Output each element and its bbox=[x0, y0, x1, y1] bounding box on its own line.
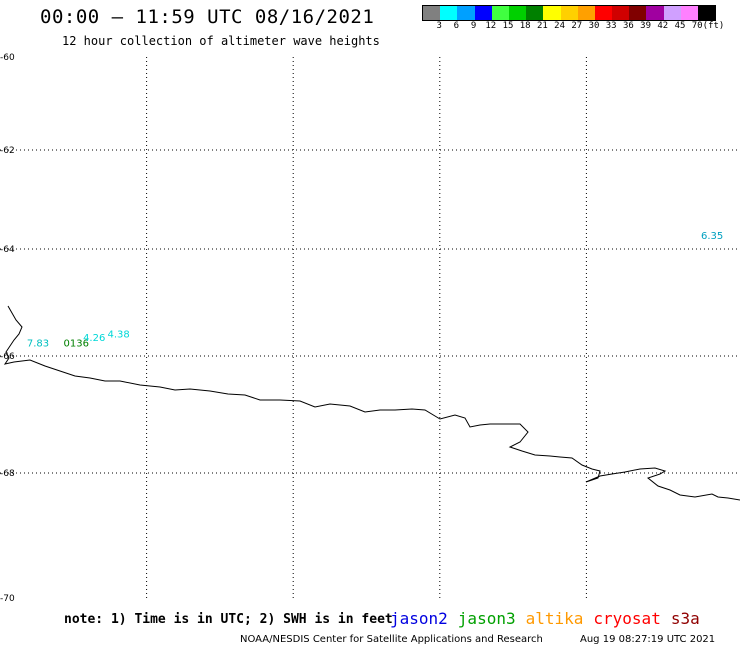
colorbar-swatch bbox=[629, 6, 647, 20]
colorbar-label: (ft) bbox=[702, 21, 725, 31]
colorbar-label: 39 bbox=[640, 21, 652, 31]
graticule bbox=[0, 57, 740, 598]
colorbar-label: 3 bbox=[436, 21, 442, 31]
wave-height-colorbar bbox=[422, 5, 717, 21]
colorbar-swatch bbox=[474, 6, 492, 20]
colorbar-swatch bbox=[440, 6, 458, 20]
satellite-legend-item: altika bbox=[525, 609, 584, 628]
colorbar-swatch bbox=[526, 6, 544, 20]
wave-height-label: 4.26 bbox=[83, 333, 105, 344]
wave-height-map: 135138141144147150-60-62-64-66-68-70 7.8… bbox=[0, 53, 740, 604]
colorbar-swatch bbox=[663, 6, 681, 20]
map-title: 00:00 – 11:59 UTC 08/16/2021 bbox=[40, 6, 375, 28]
map-subtitle: 12 hour collection of altimeter wave hei… bbox=[62, 34, 380, 48]
colorbar-label: 33 bbox=[605, 21, 617, 31]
colorbar-label: 42 bbox=[657, 21, 669, 31]
generation-timestamp: Aug 19 08:27:19 UTC 2021 bbox=[580, 634, 716, 645]
colorbar-swatch bbox=[698, 6, 716, 20]
colorbar-label: 15 bbox=[502, 21, 514, 31]
colorbar-label: 12 bbox=[485, 21, 497, 31]
colorbar-swatch bbox=[423, 6, 441, 20]
wave-height-label: 4.38 bbox=[108, 329, 130, 340]
colorbar-label: 24 bbox=[554, 21, 566, 31]
colorbar-label: 36 bbox=[622, 21, 634, 31]
satellite-legend-item: jason3 bbox=[457, 609, 516, 628]
colorbar-swatch bbox=[646, 6, 664, 20]
latitude-tick-label: -64 bbox=[0, 245, 15, 255]
wave-height-label: 7.83 bbox=[27, 338, 49, 349]
wave-height-label: 6.35 bbox=[701, 231, 723, 242]
colorbar-label: 9 bbox=[470, 21, 477, 31]
antarctic-coastline bbox=[3, 305, 740, 501]
latitude-tick-label: -60 bbox=[0, 53, 15, 63]
colorbar-label: 70 bbox=[691, 21, 703, 31]
units-note: note: 1) Time is in UTC; 2) SWH is in fe… bbox=[64, 612, 393, 627]
colorbar-swatch bbox=[680, 6, 698, 20]
colorbar-swatch bbox=[560, 6, 578, 20]
axis-tick-labels: 135138141144147150-60-62-64-66-68-70 bbox=[0, 53, 15, 604]
satellite-legend-item: cryosat bbox=[593, 609, 661, 628]
colorbar-label: 45 bbox=[674, 21, 686, 31]
satellite-legend-item: s3a bbox=[670, 609, 700, 628]
colorbar-label: 6 bbox=[453, 21, 460, 31]
colorbar-swatch bbox=[594, 6, 613, 20]
latitude-tick-label: -62 bbox=[0, 146, 15, 156]
colorbar-swatch bbox=[577, 6, 595, 20]
colorbar-label: 18 bbox=[519, 21, 531, 31]
latitude-tick-label: -70 bbox=[0, 594, 15, 604]
colorbar-label: 30 bbox=[588, 21, 600, 31]
latitude-tick-label: -68 bbox=[0, 469, 15, 479]
colorbar-label: 21 bbox=[536, 21, 548, 31]
colorbar-swatch bbox=[612, 6, 630, 20]
satellite-legend: jason2 jason3 altika cryosat s3a bbox=[390, 609, 710, 628]
colorbar-swatch bbox=[543, 6, 561, 20]
colorbar-swatch bbox=[508, 6, 527, 20]
credit-text: NOAA/NESDIS Center for Satellite Applica… bbox=[240, 634, 543, 645]
latitude-tick-label: -66 bbox=[0, 352, 15, 362]
colorbar-label: 27 bbox=[571, 21, 583, 31]
satellite-legend-item: jason2 bbox=[390, 609, 448, 628]
pass-time-label: 0136 bbox=[64, 338, 89, 349]
colorbar-swatch bbox=[457, 6, 475, 20]
colorbar-swatch bbox=[491, 6, 509, 20]
